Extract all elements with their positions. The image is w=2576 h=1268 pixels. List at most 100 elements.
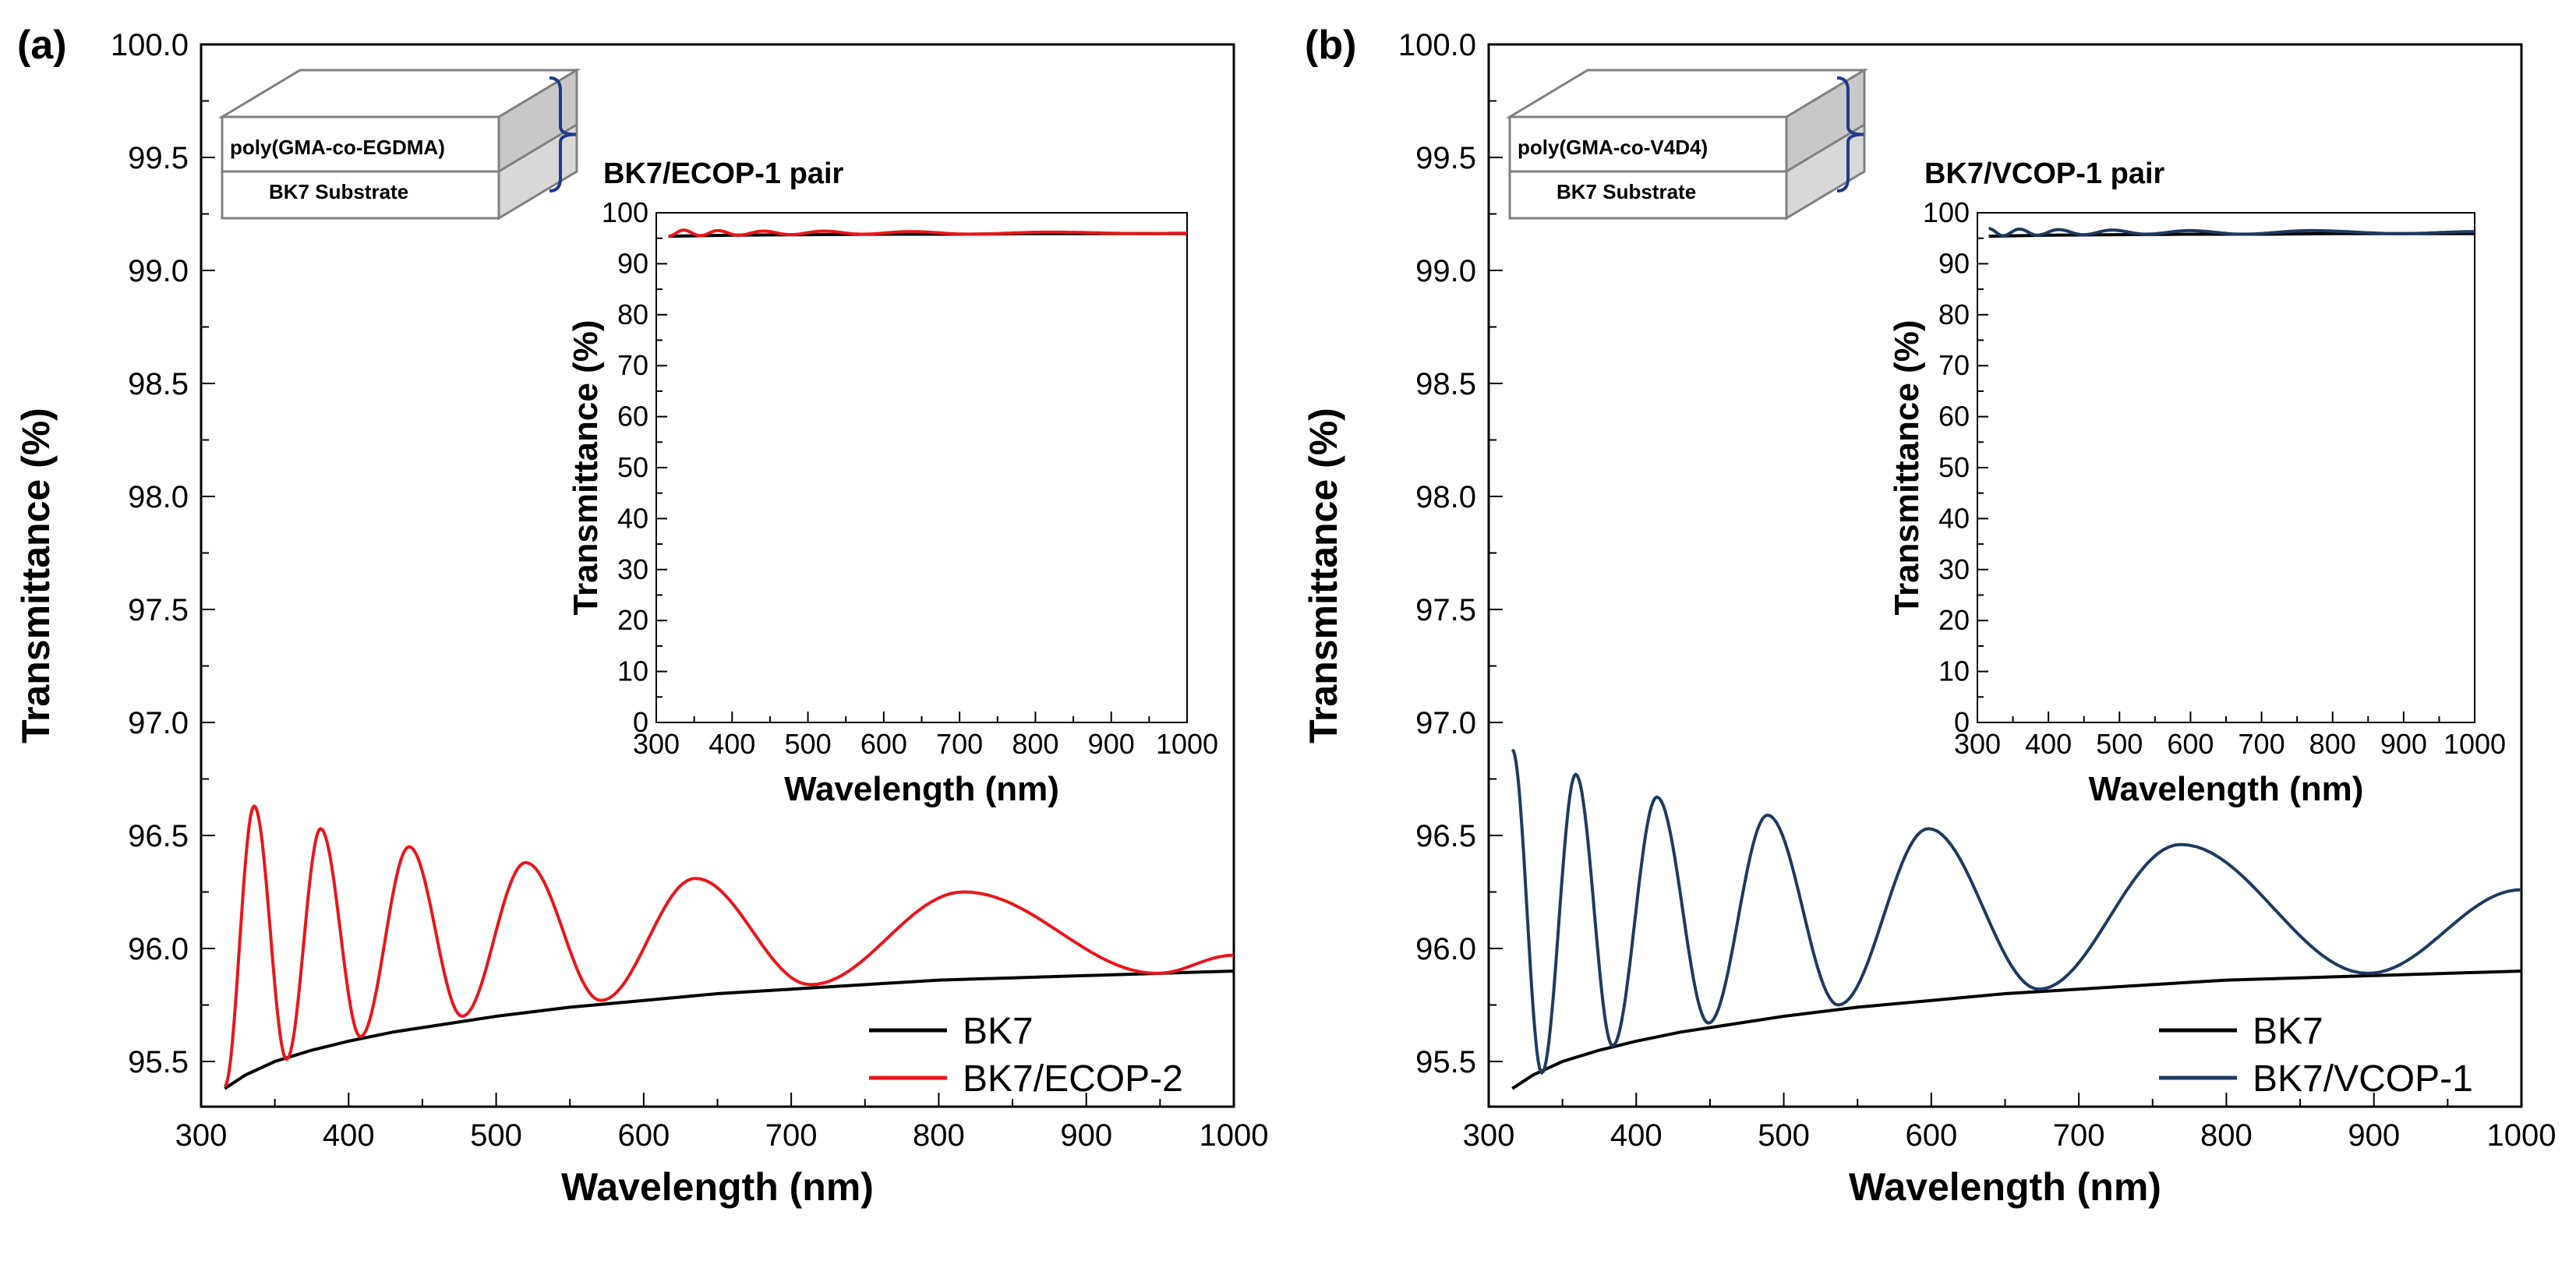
b-inset-x-tick-label: 300 bbox=[1954, 728, 2001, 760]
b-inset-x-tick-label: 600 bbox=[2167, 728, 2214, 760]
a-main-y-tick-label: 95.5 bbox=[128, 1045, 189, 1079]
a-legend-label: BK7/ECOP-2 bbox=[963, 1058, 1183, 1100]
b-main-y-tick-label: 95.5 bbox=[1415, 1045, 1476, 1079]
a-main-x-tick-label: 500 bbox=[470, 1118, 522, 1153]
b-main-y-tick-label: 96.5 bbox=[1415, 819, 1476, 853]
a-main-y-tick-label: 99.5 bbox=[128, 141, 189, 175]
b-main-x-axis-label: Wavelength (nm) bbox=[1849, 1165, 2161, 1209]
b-inset-y-tick-label: 70 bbox=[1938, 349, 1970, 381]
b-main-y-tick-label: 97.5 bbox=[1415, 593, 1476, 627]
b-legend-label: BK7/VCOP-1 bbox=[2253, 1058, 2473, 1100]
a-main-y-tick-label: 96.5 bbox=[128, 819, 189, 853]
a-schematic-coating-layer-label: poly(GMA-co-EGDMA) bbox=[230, 136, 445, 159]
b-inset-y-tick-label: 60 bbox=[1938, 401, 1970, 433]
a-main-x-tick-label: 800 bbox=[913, 1118, 965, 1153]
a-inset-y-tick-label: 50 bbox=[617, 451, 648, 483]
b-main-series-line-bk7 bbox=[1511, 970, 2521, 1090]
b-inset-y-tick-label: 30 bbox=[1938, 553, 1970, 585]
a-inset-x-tick-label: 300 bbox=[633, 728, 680, 760]
b-inset-y-tick-label: 90 bbox=[1938, 247, 1970, 279]
a-inset-x-tick-label: 700 bbox=[936, 728, 983, 760]
a-schematic-substrate-layer bbox=[221, 170, 500, 220]
a-main-y-tick-label: 98.0 bbox=[128, 480, 189, 514]
a-schematic-substrate-layer-label: BK7 Substrate bbox=[269, 180, 408, 203]
a-main-y-tick-label: 97.5 bbox=[128, 593, 189, 627]
b-inset-title: BK7/VCOP-1 pair bbox=[1924, 157, 2165, 190]
b-main-x-tick-label: 700 bbox=[2053, 1118, 2105, 1153]
b-main-x-tick-label: 800 bbox=[2200, 1118, 2253, 1153]
b-main-y-tick-label: 99.0 bbox=[1415, 254, 1476, 288]
a-legend-label: BK7 bbox=[963, 1011, 1034, 1052]
a-main-x-tick-label: 400 bbox=[323, 1118, 375, 1153]
b-main-y-tick-label: 98.5 bbox=[1415, 367, 1476, 401]
b-inset-y-tick-label: 0 bbox=[1954, 706, 1970, 738]
a-main-x-tick-label: 700 bbox=[765, 1118, 818, 1153]
b-inset-y-tick-label: 80 bbox=[1938, 298, 1970, 330]
b-main-y-tick-label: 97.0 bbox=[1415, 706, 1476, 740]
a-schematic-coating-bracket bbox=[549, 76, 577, 192]
b-main-series-line-coated bbox=[1511, 748, 2521, 1076]
b-schematic-coating-bracket bbox=[1836, 76, 1864, 192]
b-main-y-tick-label: 96.0 bbox=[1415, 932, 1476, 966]
b-main-y-axis-label: Transmittance (%) bbox=[1302, 408, 1345, 743]
panel-a: 300 400 500 600 700 800 900 100095.596.096.597.… bbox=[14, 23, 1268, 1209]
panel-b: 300 400 500 600 700 800 900 100095.596.096.597.… bbox=[1302, 23, 2556, 1209]
b-inset-y-axis-label: Transmittance (%) bbox=[1888, 320, 1926, 616]
b-inset-y-tick-label: 10 bbox=[1938, 655, 1970, 687]
a-main-y-tick-label: 99.0 bbox=[128, 254, 189, 288]
b-main-x-tick-label: 400 bbox=[1610, 1118, 1663, 1153]
a-inset-y-tick-label: 0 bbox=[633, 706, 648, 738]
a-main-y-axis-label: Transmittance (%) bbox=[14, 408, 58, 743]
b-panel-label: (b) bbox=[1305, 23, 1356, 68]
a-main-series-line-bk7 bbox=[224, 970, 1234, 1090]
a-inset-x-tick-label: 400 bbox=[708, 728, 755, 760]
a-inset-y-tick-label: 100 bbox=[602, 196, 648, 228]
b-main-x-tick-label: 600 bbox=[1905, 1118, 1957, 1153]
b-schematic-coating-layer-label: poly(GMA-co-V4D4) bbox=[1518, 136, 1708, 159]
a-inset-y-tick-label: 60 bbox=[617, 401, 648, 433]
a-inset-x-tick-label: 600 bbox=[860, 728, 907, 760]
a-inset-x-axis-label: Wavelength (nm) bbox=[784, 770, 1059, 808]
b-inset-y-tick-label: 40 bbox=[1938, 502, 1970, 534]
b-inset-x-tick-label: 700 bbox=[2239, 728, 2285, 760]
b-main-x-tick-label: 900 bbox=[2348, 1118, 2400, 1153]
a-inset-y-tick-label: 20 bbox=[617, 604, 648, 636]
b-inset-x-tick-label: 1000 bbox=[2443, 728, 2506, 760]
a-inset-y-tick-label: 40 bbox=[617, 502, 648, 534]
b-legend-label: BK7 bbox=[2253, 1011, 2323, 1052]
b-main-y-tick-label: 99.5 bbox=[1415, 141, 1476, 175]
b-main-y-tick-label: 100.0 bbox=[1398, 28, 1476, 62]
a-schematic-coating-layer bbox=[221, 115, 500, 173]
a-inset-title: BK7/ECOP-1 pair bbox=[603, 157, 844, 190]
b-inset-y-tick-label: 50 bbox=[1938, 451, 1970, 483]
b-inset-plot-frame bbox=[1977, 212, 2475, 723]
b-inset-y-tick-label: 100 bbox=[1923, 196, 1970, 228]
b-inset-x-tick-label: 400 bbox=[2025, 728, 2072, 760]
b-main-y-tick-label: 98.0 bbox=[1415, 480, 1476, 514]
a-inset-y-tick-label: 10 bbox=[617, 655, 648, 687]
b-main-x-tick-label: 1000 bbox=[2487, 1118, 2557, 1153]
b-inset-x-axis-label: Wavelength (nm) bbox=[2089, 770, 2364, 808]
b-schematic-coating-layer bbox=[1508, 115, 1788, 173]
a-main-y-tick-label: 100.0 bbox=[111, 28, 189, 62]
b-schematic-substrate-layer-label: BK7 Substrate bbox=[1557, 180, 1696, 203]
b-inset-series-line-coated bbox=[1988, 227, 2475, 238]
a-main-series-line-coated bbox=[223, 804, 1234, 1088]
a-main-x-tick-label: 1000 bbox=[1200, 1118, 1269, 1153]
a-main-x-tick-label: 300 bbox=[175, 1118, 228, 1153]
a-inset-y-tick-label: 70 bbox=[617, 349, 648, 381]
a-inset-series-line-coated bbox=[668, 228, 1187, 238]
b-main-x-tick-label: 300 bbox=[1463, 1118, 1515, 1153]
a-main-x-axis-label: Wavelength (nm) bbox=[561, 1165, 874, 1209]
a-inset-y-tick-label: 80 bbox=[617, 298, 648, 330]
b-inset-x-tick-label: 800 bbox=[2309, 728, 2356, 760]
a-main-y-tick-label: 96.0 bbox=[128, 932, 189, 966]
a-inset-x-tick-label: 800 bbox=[1012, 728, 1058, 760]
a-main-x-tick-label: 900 bbox=[1060, 1118, 1112, 1153]
a-inset-x-tick-label: 500 bbox=[785, 728, 832, 760]
b-main-x-tick-label: 500 bbox=[1758, 1118, 1810, 1153]
a-main-x-tick-label: 600 bbox=[617, 1118, 670, 1153]
b-inset-y-tick-label: 20 bbox=[1938, 604, 1970, 636]
a-main-y-tick-label: 98.5 bbox=[128, 367, 189, 401]
